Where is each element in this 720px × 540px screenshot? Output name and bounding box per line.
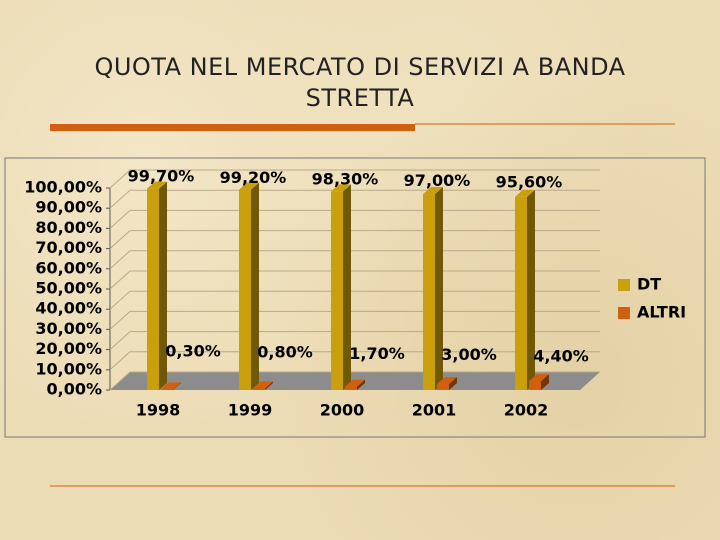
bar-side [159, 181, 167, 390]
legend-swatch [618, 279, 630, 291]
grid-line [109, 310, 600, 330]
bar [239, 189, 251, 390]
bar-side [357, 379, 365, 390]
bar-top [239, 182, 259, 190]
y-tick-label: 100,00% [24, 178, 102, 197]
x-tick-label: 2000 [320, 401, 365, 420]
y-tick-label: 60,00% [35, 258, 102, 277]
grid-line [109, 371, 600, 391]
value-label: 97,00% [404, 171, 471, 190]
value-label: 3,00% [441, 345, 497, 364]
value-label: 95,60% [496, 173, 563, 192]
y-tick-label: 10,00% [35, 359, 102, 378]
bar-side [541, 374, 549, 390]
legend-swatch [618, 307, 630, 319]
bar [423, 194, 435, 390]
y-tick-label: 90,00% [35, 198, 102, 217]
value-label: 1,70% [349, 344, 405, 363]
x-tick-label: 1999 [228, 401, 273, 420]
bar-side [251, 182, 259, 390]
bar [529, 381, 541, 390]
grid-line [109, 331, 600, 350]
grid-line [109, 250, 600, 270]
bar-top [529, 374, 549, 382]
bar [161, 389, 173, 390]
bar-top [253, 381, 273, 389]
bar [345, 386, 357, 390]
y-tick-label: 80,00% [35, 218, 102, 237]
bar [147, 188, 159, 390]
grid-line [109, 189, 600, 209]
grid-line [109, 351, 600, 371]
value-label: 99,70% [128, 167, 195, 186]
bar-top [515, 189, 535, 197]
bar [253, 388, 265, 390]
bar [515, 196, 527, 390]
value-label: 4,40% [533, 346, 589, 365]
slide-title: QUOTA NEL MERCATO DI SERVIZI A BANDA STR… [94, 53, 626, 112]
y-tick-label: 0,00% [46, 380, 102, 399]
grid-line [109, 230, 600, 249]
chart-frame [4, 157, 706, 438]
bar-side [527, 189, 535, 390]
bar-top [437, 376, 457, 384]
legend-label: ALTRI [637, 303, 686, 322]
value-label: 0,30% [165, 342, 221, 361]
bar-top [345, 379, 365, 387]
bar-top [147, 181, 167, 189]
bar-top [423, 187, 443, 195]
bar-top [331, 184, 351, 192]
grid-line [109, 270, 600, 290]
y-tick-label: 50,00% [35, 279, 102, 298]
bar-side [265, 381, 273, 390]
value-label: 0,80% [257, 343, 313, 362]
bar-side [173, 382, 181, 390]
legend-label: DT [637, 275, 661, 294]
value-label: 99,20% [220, 168, 287, 187]
grid-line [109, 169, 600, 189]
grid-line [109, 290, 600, 310]
y-tick-label: 20,00% [35, 339, 102, 358]
x-tick-label: 2001 [412, 401, 457, 420]
value-label: 98,30% [312, 170, 379, 189]
bar [437, 383, 449, 390]
bar-side [449, 376, 457, 390]
bar [331, 191, 343, 390]
title-accent [50, 124, 415, 131]
x-tick-label: 1998 [136, 401, 181, 420]
bar-side [343, 184, 351, 390]
y-tick-label: 40,00% [35, 299, 102, 318]
y-tick-label: 70,00% [35, 238, 102, 257]
grid-line [109, 209, 600, 229]
x-tick-label: 2002 [504, 401, 549, 420]
bar-side [435, 187, 443, 390]
bar-top [161, 382, 181, 390]
y-tick-label: 30,00% [35, 319, 102, 338]
